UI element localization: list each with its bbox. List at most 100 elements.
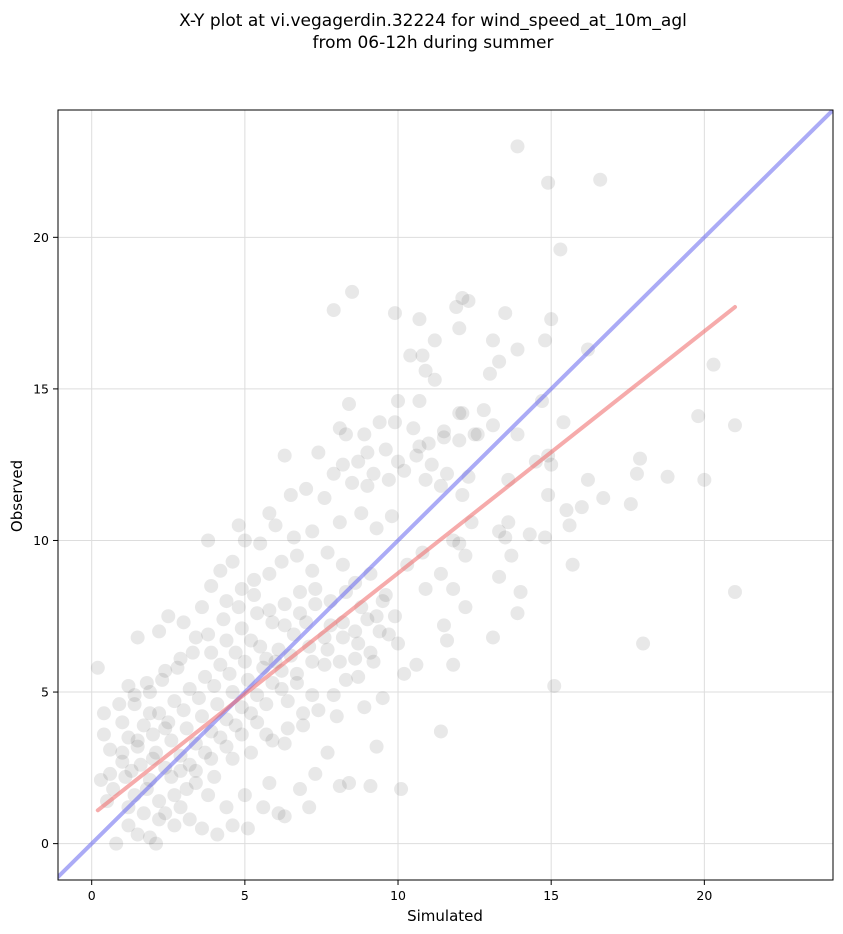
- chart-title-line-2: from 06-12h during summer: [313, 33, 554, 53]
- scatter-point: [332, 779, 347, 794]
- scatter-point: [446, 657, 461, 672]
- scatter-point: [277, 448, 292, 463]
- scatter-point: [357, 427, 372, 442]
- scatter-point: [452, 433, 467, 448]
- scatter-point: [225, 554, 240, 569]
- scatter-point: [302, 800, 317, 815]
- scatter-point: [176, 703, 191, 718]
- scatter-point: [375, 594, 390, 609]
- scatter-point: [418, 472, 433, 487]
- scatter-point: [90, 660, 105, 675]
- scatter-point: [415, 348, 430, 363]
- scatter-point: [121, 730, 136, 745]
- y-tick-label: 5: [41, 685, 49, 700]
- scatter-point: [544, 312, 559, 327]
- scatter-point: [115, 745, 130, 760]
- scatter-point: [225, 818, 240, 833]
- scatter-point: [231, 600, 246, 615]
- scatter-point: [237, 788, 252, 803]
- scatter-point: [130, 739, 145, 754]
- scatter-point: [482, 366, 497, 381]
- scatter-point: [158, 663, 173, 678]
- scatter-point: [96, 727, 111, 742]
- scatter-point: [305, 563, 320, 578]
- scatter-point: [253, 639, 268, 654]
- scatter-point: [292, 606, 307, 621]
- scatter-point: [387, 306, 402, 321]
- scatter-point: [201, 533, 216, 548]
- scatter-point: [149, 836, 164, 851]
- scatter-point: [391, 636, 406, 651]
- scatter-point: [265, 733, 280, 748]
- scatter-point: [335, 630, 350, 645]
- scatter-point: [574, 500, 589, 515]
- scatter-point: [237, 533, 252, 548]
- scatter-point: [351, 454, 366, 469]
- scatter-point: [173, 651, 188, 666]
- reference-lines: [58, 110, 833, 879]
- scatter-point: [476, 403, 491, 418]
- scatter-point: [556, 415, 571, 430]
- scatter-point: [562, 518, 577, 533]
- scatter-point: [262, 506, 277, 521]
- scatter-point: [142, 685, 157, 700]
- scatter-point: [121, 818, 136, 833]
- scatter-point: [188, 736, 203, 751]
- scatter-point: [228, 718, 243, 733]
- scatter-point: [167, 788, 182, 803]
- scatter-point: [225, 685, 240, 700]
- scatter-point: [369, 609, 384, 624]
- scatter-point: [510, 139, 525, 154]
- scatter-point: [467, 427, 482, 442]
- scatter-point: [188, 775, 203, 790]
- scatter-point: [338, 672, 353, 687]
- scatter-point: [262, 775, 277, 790]
- scatter-point: [130, 733, 145, 748]
- scatter-point: [378, 588, 393, 603]
- scatter-point: [289, 675, 304, 690]
- scatter-point: [440, 466, 455, 481]
- scatter-point: [274, 682, 289, 697]
- scatter-point: [345, 284, 360, 299]
- scatter-point: [424, 457, 439, 472]
- scatter-point: [691, 409, 706, 424]
- scatter-point: [433, 566, 448, 581]
- scatter-point: [342, 775, 357, 790]
- scatter-point: [541, 175, 556, 190]
- scatter-point: [455, 406, 470, 421]
- scatter-point: [565, 557, 580, 572]
- scatter-point: [320, 545, 335, 560]
- scatter-point: [289, 666, 304, 681]
- scatter-point: [277, 597, 292, 612]
- scatter-point: [103, 766, 118, 781]
- scatter-point: [452, 406, 467, 421]
- scatter-point: [332, 421, 347, 436]
- scatter-point: [366, 654, 381, 669]
- scatter-point: [348, 651, 363, 666]
- scatter-point: [194, 821, 209, 836]
- scatter-point: [109, 836, 124, 851]
- scatter-point: [194, 600, 209, 615]
- scatter-point: [179, 782, 194, 797]
- scatter-point: [485, 418, 500, 433]
- scatter-point: [265, 615, 280, 630]
- scatter-point: [485, 333, 500, 348]
- scatter-point: [305, 654, 320, 669]
- scatter-point: [394, 782, 409, 797]
- scatter-point: [234, 727, 249, 742]
- scatter-point: [222, 666, 237, 681]
- scatter-point: [234, 700, 249, 715]
- scatter-point: [513, 585, 528, 600]
- scatter-point: [504, 548, 519, 563]
- scatter-point: [277, 736, 292, 751]
- scatter-point: [262, 603, 277, 618]
- scatter-point: [332, 654, 347, 669]
- scatter-point: [167, 818, 182, 833]
- scatter-point: [207, 769, 222, 784]
- scatter-point: [433, 478, 448, 493]
- scatter-point: [433, 724, 448, 739]
- scatter-point: [198, 669, 213, 684]
- scatter-point: [149, 745, 164, 760]
- scatter-point: [305, 524, 320, 539]
